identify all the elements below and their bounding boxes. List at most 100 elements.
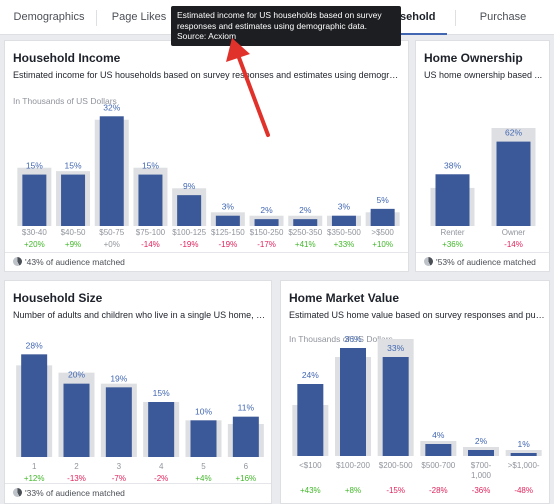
category-label: 6 — [244, 462, 249, 471]
bar-value-label: 38% — [444, 160, 461, 170]
bar-value-label: 15% — [26, 161, 43, 171]
bar-value-label: 2% — [475, 436, 488, 446]
difference-label: -14% — [504, 240, 523, 249]
difference-label: -36% — [472, 486, 491, 495]
difference-label: -7% — [112, 474, 126, 483]
difference-label: +0% — [104, 240, 120, 249]
difference-label: -19% — [180, 240, 199, 249]
bar-value-label: 33% — [387, 343, 404, 353]
category-label: $200-500 — [379, 461, 413, 470]
category-label: 5 — [201, 462, 206, 471]
pie-icon — [424, 257, 433, 266]
data-bar — [331, 215, 356, 226]
category-label: 1 — [32, 462, 37, 471]
category-label: $100-125 — [172, 228, 206, 237]
data-bar — [425, 444, 452, 456]
data-bar — [382, 357, 409, 456]
tooltip-text: Estimated income for US households based… — [177, 10, 382, 31]
card-title: Household Income — [13, 51, 121, 65]
category-label: 3 — [117, 462, 122, 471]
bar-value-label: 3% — [338, 202, 351, 212]
difference-label: +10% — [372, 240, 393, 249]
data-bar — [148, 402, 175, 457]
home-market-value-chart: 24% <$100 +43% 36% $100-200 +8% 33% $200-500 -15… — [292, 334, 542, 495]
bar-value-label: 4% — [432, 430, 445, 440]
data-bar — [63, 383, 90, 457]
household-size-chart: 28% 1 +12% 20% 2 -13% 19% 3 -7% 15% 4 -2% 10% 5 +4% 11%… — [16, 340, 264, 483]
category-label: 2 — [74, 462, 79, 471]
data-bar — [105, 387, 132, 457]
data-bar — [215, 215, 240, 226]
category-label: >$1,000- — [508, 461, 540, 470]
audience-matched-text: '53% of audience matched — [436, 257, 536, 267]
tab-page-likes[interactable]: Page Likes — [111, 11, 167, 23]
bar-value-label: 1% — [518, 439, 531, 449]
category-label: $75-100 — [136, 228, 166, 237]
difference-label: -15% — [386, 486, 405, 495]
category-label: $350-500 — [327, 228, 361, 237]
category-label: $250-350 — [288, 228, 322, 237]
category-label: 1,000 — [471, 471, 492, 480]
tab-divider — [455, 10, 456, 26]
difference-label: +33% — [334, 240, 355, 249]
data-bar — [254, 219, 279, 226]
data-bar — [297, 384, 324, 456]
tooltip-source: Source: Acxiom — [177, 31, 237, 41]
category-label: $125-150 — [211, 228, 245, 237]
difference-label: -2% — [154, 474, 168, 483]
category-label: 4 — [159, 462, 164, 471]
difference-label: -14% — [141, 240, 160, 249]
units-label: In Thousands of US Dollars — [289, 334, 393, 344]
pie-icon — [13, 257, 22, 266]
household-income-card: Household Income Estimated income for US… — [4, 40, 409, 272]
audience-matched-text: '43% of audience matched — [25, 257, 125, 267]
bar-value-label: 9% — [183, 181, 196, 191]
bar-value-label: 24% — [302, 370, 319, 380]
difference-label: +12% — [24, 474, 45, 483]
home-ownership-card: Home Ownership US home ownership based .… — [415, 40, 550, 272]
bar-value-label: 19% — [110, 373, 127, 383]
audience-matched: '43% of audience matched — [13, 257, 125, 267]
category-label: $150-250 — [250, 228, 284, 237]
data-bar — [61, 174, 86, 226]
difference-label: -19% — [219, 240, 238, 249]
bar-value-label: 15% — [142, 161, 159, 171]
difference-label: +43% — [300, 486, 321, 495]
card-title: Home Market Value — [289, 291, 400, 305]
difference-label: -48% — [514, 486, 533, 495]
bar-value-label: 15% — [65, 161, 82, 171]
data-bar — [293, 219, 318, 226]
card-title: Household Size — [13, 291, 103, 305]
difference-label: +9% — [65, 240, 81, 249]
household-size-card: Household Size Number of adults and chil… — [4, 280, 272, 504]
home-market-value-card: Home Market Value Estimated US home valu… — [280, 280, 550, 504]
difference-label: -17% — [257, 240, 276, 249]
data-bar — [22, 174, 47, 226]
data-bar — [468, 450, 494, 456]
data-bar — [21, 354, 48, 457]
bar-value-label: 3% — [222, 202, 235, 212]
difference-label: +16% — [235, 474, 256, 483]
home-ownership-chart: 38% Renter +36% 62% Owner -14% — [430, 128, 536, 249]
difference-label: -28% — [429, 486, 448, 495]
category-label: $500-700 — [421, 461, 455, 470]
category-label: >$500 — [371, 228, 394, 237]
bar-value-label: 36% — [344, 334, 361, 344]
data-bar — [190, 420, 217, 457]
bar-value-label: 2% — [260, 205, 273, 215]
category-label: Renter — [440, 228, 464, 237]
data-bar — [99, 116, 124, 226]
audience-matched: '33% of audience matched — [13, 488, 125, 498]
pie-icon — [13, 488, 22, 497]
data-bar — [370, 208, 395, 226]
bar-value-label: 15% — [153, 388, 170, 398]
bar-value-label: 28% — [26, 340, 43, 350]
audience-matched-text: '33% of audience matched — [25, 488, 125, 498]
tab-demographics[interactable]: Demographics — [13, 11, 85, 23]
bar-value-label: 11% — [238, 403, 255, 413]
bar-value-label: 62% — [505, 128, 522, 138]
card-title: Home Ownership — [424, 51, 523, 65]
data-bar — [510, 453, 537, 456]
tab-purchase[interactable]: Purchase — [479, 11, 527, 23]
difference-label: +20% — [24, 240, 45, 249]
